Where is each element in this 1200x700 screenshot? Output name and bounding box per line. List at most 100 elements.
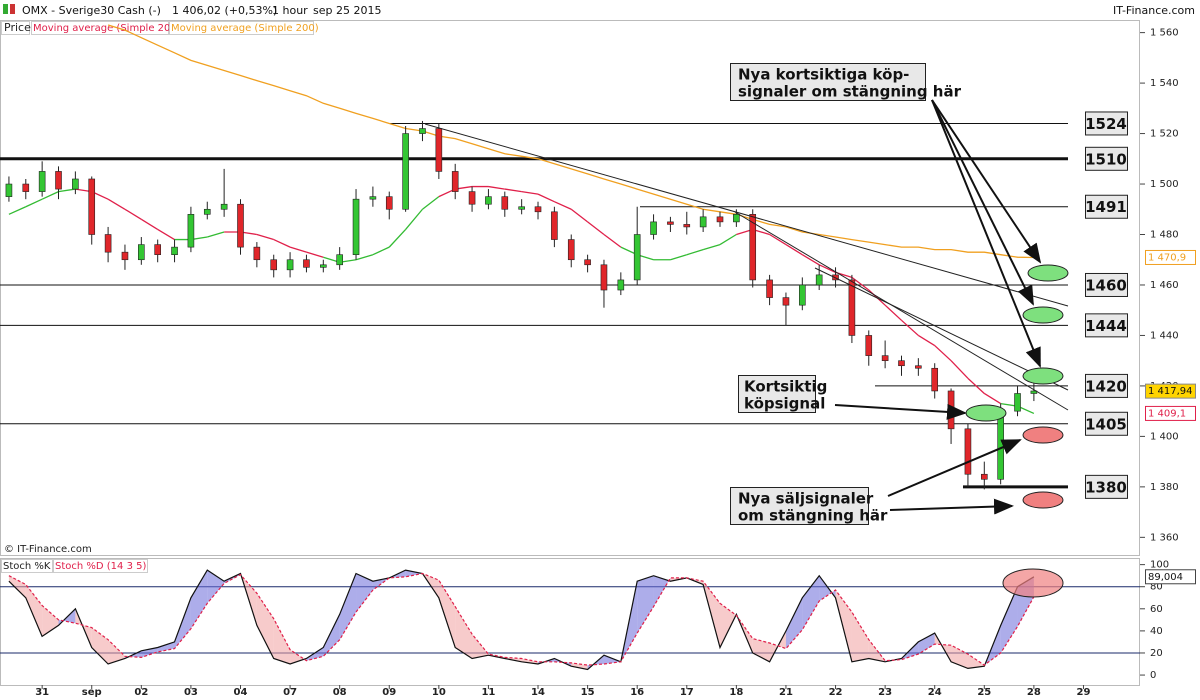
overlay: 1524 1510 1491 1460 1444 1420 1405 1380 1 470,9 1… [1085,111,1196,585]
annotation-box [738,375,816,413]
candle-body [468,191,476,205]
ma-segment [934,345,952,362]
copyright: © IT-Finance.com [4,544,92,555]
y-tick-label: 100 [1150,560,1169,571]
candle-body [88,178,96,235]
y-tick-label: 60 [1150,604,1163,615]
candle-body [716,216,724,223]
trend-line [814,267,1069,391]
ma-segment [422,196,440,210]
ma-segment [41,191,59,200]
y-tick-label: 80 [1150,582,1163,593]
candle-body [270,259,278,271]
y-tick-label: 1 460 [1150,280,1179,291]
ma-segment [918,334,936,347]
main-frame [0,20,1140,556]
stoch-fill [405,570,423,577]
buy-marker [1027,264,1069,282]
y-tick-label: 20 [1150,648,1163,659]
ma-segment [504,188,522,193]
candle-body [385,196,393,210]
ma-segment [372,246,390,256]
candle-body [138,244,145,261]
candle-body [848,279,856,336]
ma-segment [702,243,721,251]
x-tick-label: 14 [531,687,545,698]
icon [10,4,15,14]
ma-segment [785,244,803,256]
annotation: köpsignal [744,395,825,413]
candle-body [320,264,327,268]
x-tick-label: 16 [630,687,644,698]
candle-body [915,365,922,369]
x-tick-label: 18 [729,687,743,698]
candle-body [38,171,46,192]
y-tick-label: 1 500 [1150,179,1179,190]
x-tick-label: 21 [779,687,793,698]
stoch-fill [256,593,274,659]
candle-body [881,355,889,361]
ma-segment [950,360,969,379]
candle-body [865,335,873,356]
y-tick-label: 1 480 [1150,230,1179,241]
stoch-fill [851,612,869,662]
annotation: Nya kortsiktiga köp- [738,66,909,84]
x-tick-label: 09 [382,687,396,698]
level-label: 1380 [1085,478,1127,496]
stoch-fill [802,575,820,630]
x-tick-label: 07 [283,687,297,698]
candle-body [303,259,310,268]
candle-body [534,206,542,213]
stoch-fill [356,573,373,613]
candle-body [253,246,261,261]
level-box [1085,194,1128,219]
candle-body [220,203,228,210]
x-tick-label: 10 [432,687,446,698]
annotation: Kortsiktig [744,378,827,396]
candle-body [699,216,707,228]
candle-body [121,251,129,261]
ma-segment [140,218,159,231]
candle-body [931,367,939,392]
value-tag: 1 409,1 [1148,408,1186,419]
level-box [1085,411,1128,436]
candle-body [55,171,62,190]
stoch-fill [323,614,340,657]
legend-ma200: Moving average (Simple 200) [171,23,319,34]
ma-segment [901,319,919,336]
ma-segment [570,208,589,223]
candle-body [766,279,773,298]
brand: IT-Finance.com [1113,4,1195,17]
y-tick-label: 1 380 [1150,482,1179,493]
arrow [887,439,1022,497]
level-box [1085,146,1128,171]
x-tick-label: 29 [1077,687,1091,698]
ma-segment [355,254,374,261]
value-tag-box [1145,405,1196,421]
stoch-line [8,572,1035,666]
ma-segment [405,208,423,230]
stoch-fill [25,584,43,637]
candle-body [171,246,178,255]
candle-body [369,196,377,200]
value-tag: 1 470,9 [1148,252,1186,263]
buy-marker [1022,306,1064,324]
ma-segment [686,249,704,256]
candle-body [5,183,13,197]
candle-body [947,390,955,430]
y-tick-label: 1 540 [1150,78,1179,89]
arrow [889,498,1014,515]
x-tick-label: 15 [581,687,595,698]
x-tick-label: 08 [333,687,347,698]
level-box [1085,272,1128,297]
x-tick-label: sep [82,687,102,698]
stoch-marker [1002,568,1064,598]
value-tag: 1 417,94 [1148,386,1193,397]
candle-body [799,284,806,306]
level-box [1085,474,1128,499]
legend-box [169,21,314,35]
buy-marker [1022,367,1064,385]
candle-body [104,234,112,253]
